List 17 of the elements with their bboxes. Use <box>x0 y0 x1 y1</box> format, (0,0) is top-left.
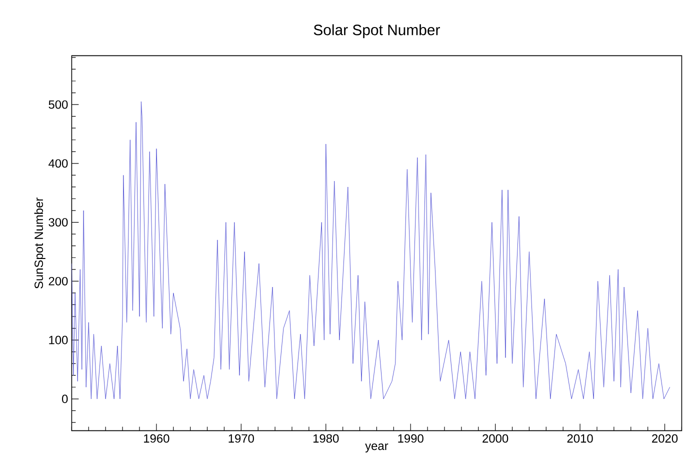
y-tick-label: 300 <box>48 218 68 227</box>
chart-title: Solar Spot Number <box>314 24 440 38</box>
x-tick-label: 1990 <box>398 434 424 443</box>
x-tick-label: 1960 <box>144 434 170 443</box>
x-tick-label: 2010 <box>567 434 593 443</box>
y-axis-title: SunSpot Number <box>34 198 46 289</box>
y-tick-label: 0 <box>62 394 68 404</box>
x-tick-label: 2000 <box>482 434 508 443</box>
y-tick-label: 100 <box>49 336 68 344</box>
line-series <box>72 101 670 400</box>
y-tick-label: 500 <box>48 100 68 109</box>
x-axis-title: year <box>365 444 388 452</box>
x-tick-label: 1980 <box>313 434 339 443</box>
x-tick-label: 1970 <box>228 434 254 443</box>
x-tick-label: 2020 <box>652 434 678 443</box>
y-tick-label: 200 <box>48 276 68 286</box>
y-tick-label: 400 <box>48 159 68 168</box>
